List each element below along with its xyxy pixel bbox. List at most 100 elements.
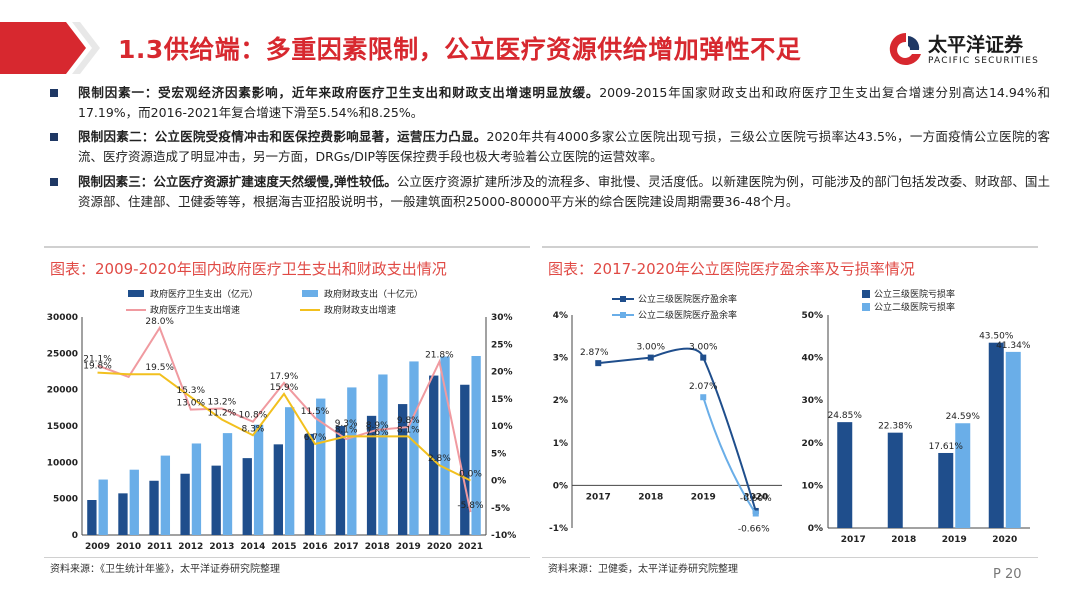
data-label: 24.59% (946, 412, 981, 422)
bar-fiscal-spending (378, 374, 388, 535)
y2-tick-label: -5% (491, 504, 510, 514)
y-tick-label: 0% (553, 481, 568, 491)
data-label: 9.3% (335, 419, 358, 429)
data-label: -5.8% (457, 501, 484, 511)
x-tick-label: 2010 (116, 542, 141, 552)
bar-fiscal-spending (471, 355, 481, 535)
legend-label: 公立三级医院亏损率 (874, 288, 955, 300)
bar-tier2-loss (955, 423, 971, 528)
data-label: 2.87% (580, 348, 609, 358)
x-tick-label: 2017 (334, 542, 359, 552)
y-tick-label: 50% (801, 311, 823, 321)
legend-swatch (862, 290, 870, 298)
bar-health-spending (242, 458, 252, 535)
data-label: -0.66% (738, 525, 770, 535)
data-label: 15.9% (270, 383, 299, 393)
data-label: 0.0% (459, 470, 482, 480)
bar-fiscal-spending (98, 479, 108, 535)
data-label: 8.1% (335, 425, 358, 435)
y-tick-label: 20% (801, 439, 823, 449)
header-arrow-decoration (0, 22, 100, 74)
legend-label: 政府财政支出增速 (324, 304, 396, 316)
legend-label: 政府财政支出（十亿元） (324, 288, 423, 300)
bullet-factor-2: 限制因素二：公立医院受疫情冲击和医保控费影响显著，运营压力凸显。2020年共有4… (50, 127, 1050, 167)
line-health-growth (97, 325, 472, 513)
y2-tick-label: 0% (491, 477, 506, 487)
data-label: 11.5% (301, 407, 330, 417)
right-bottom-divider (542, 557, 1038, 558)
line-tier3-surplus (598, 347, 757, 512)
bar-tier3-loss (887, 432, 903, 528)
bar-fiscal-spending (160, 455, 171, 535)
legend-label: 公立三级医院医疗盈余率 (638, 293, 737, 305)
bar-tier2-loss (1005, 351, 1021, 528)
bullet-body: 公立医疗资源扩建所涉及的流程多、审批慢、灵活度低。以新建医院为例，可能涉及的部门… (78, 174, 1050, 209)
data-label: 8.3% (241, 424, 264, 434)
chart-loss-rate: 0% 10% 20% 30% 40% 50% 2017 2018 2019 2020 24.85% 2… (801, 288, 1030, 545)
bar-health-spending (335, 425, 346, 535)
chart-health-fiscal-spending: 0 5000 10000 15000 20000 25000 30000 -10% -5% 0% 5… (47, 288, 517, 552)
data-label: 28.0% (145, 317, 174, 327)
bullet-square-icon (50, 133, 58, 141)
x-tick-label: 2017 (586, 492, 611, 502)
x-tick-label: 2018 (638, 492, 663, 502)
y2-tick-label: 20% (491, 368, 513, 378)
y2-tick-label: 25% (491, 340, 513, 350)
page-title: 1.3供给端：多重因素限制，公立医疗资源供给增加弹性不足 (118, 35, 802, 64)
data-label: 3.00% (636, 343, 665, 353)
marker-tier3 (595, 360, 602, 367)
data-label: 22.38% (878, 422, 913, 432)
bar-health-spending (366, 415, 377, 535)
right-divider (542, 246, 1038, 248)
data-label: 17.9% (270, 372, 299, 382)
legend-swatch (128, 290, 144, 297)
legend-swatch (862, 303, 870, 311)
data-label: 2.8% (428, 454, 451, 464)
logo-icon (889, 32, 921, 65)
bar-health-spending (149, 480, 159, 535)
bullet-square-icon (50, 178, 58, 186)
y-tick-label: 5000 (53, 495, 78, 505)
x-tick-label: 2020 (992, 535, 1017, 545)
y-tick-label: 4% (553, 311, 568, 321)
bar-tier3-loss (837, 422, 853, 528)
line-fiscal-growth (97, 371, 471, 482)
y2-tick-label: -10% (491, 531, 516, 541)
x-tick-label: 2021 (458, 542, 483, 552)
bar-fiscal-spending (347, 387, 357, 535)
bar-health-spending (429, 375, 439, 535)
left-source-note: 资料来源：《卫生统计年鉴》，太平洋证券研究院整理 (50, 564, 280, 575)
bullet-factor-3: 限制因素三：公立医疗资源扩建速度天然缓慢,弹性较低。公立医疗资源扩建所涉及的流程… (50, 172, 1050, 212)
bar-fiscal-spending (222, 433, 233, 535)
y-tick-label: 10000 (47, 458, 78, 468)
x-tick-label: 2014 (240, 542, 265, 552)
data-label: 2.07% (689, 382, 718, 392)
x-tick-label: 2019 (691, 492, 716, 502)
y-tick-label: 0 (72, 531, 78, 541)
data-label: 43.50% (979, 332, 1014, 342)
data-label: 9.8% (397, 416, 420, 426)
x-tick-label: 2017 (841, 535, 866, 545)
legend-marker (620, 296, 626, 302)
y-tick-label: 10% (801, 481, 823, 491)
data-label: 6.7% (304, 433, 327, 443)
line-tier2-surplus (702, 396, 757, 515)
x-tick-label: 2019 (942, 535, 967, 545)
x-tick-label: 2018 (365, 542, 390, 552)
y2-tick-label: 15% (491, 395, 513, 405)
x-tick-label: 2011 (147, 542, 172, 552)
legend-marker (620, 312, 626, 318)
legend-swatch (302, 290, 318, 297)
y-tick-label: 20000 (47, 386, 78, 396)
bullet-square-icon (50, 89, 58, 97)
data-label: 7.6% (366, 428, 389, 438)
bar-fiscal-spending (191, 443, 202, 535)
bar-tier3-loss (938, 452, 954, 528)
legend-label: 公立二级医院亏损率 (874, 301, 955, 313)
data-label: 3.00% (689, 343, 718, 353)
data-label: 13.0% (176, 399, 205, 409)
y-tick-label: -1% (549, 524, 568, 534)
bullet-body: 2020年共有4000多家公立医院出现亏损，三级公立医院亏损率达43.5%，一方… (78, 129, 1050, 164)
y-tick-label: 3% (553, 354, 568, 364)
x-tick-label: 2016 (303, 542, 328, 552)
